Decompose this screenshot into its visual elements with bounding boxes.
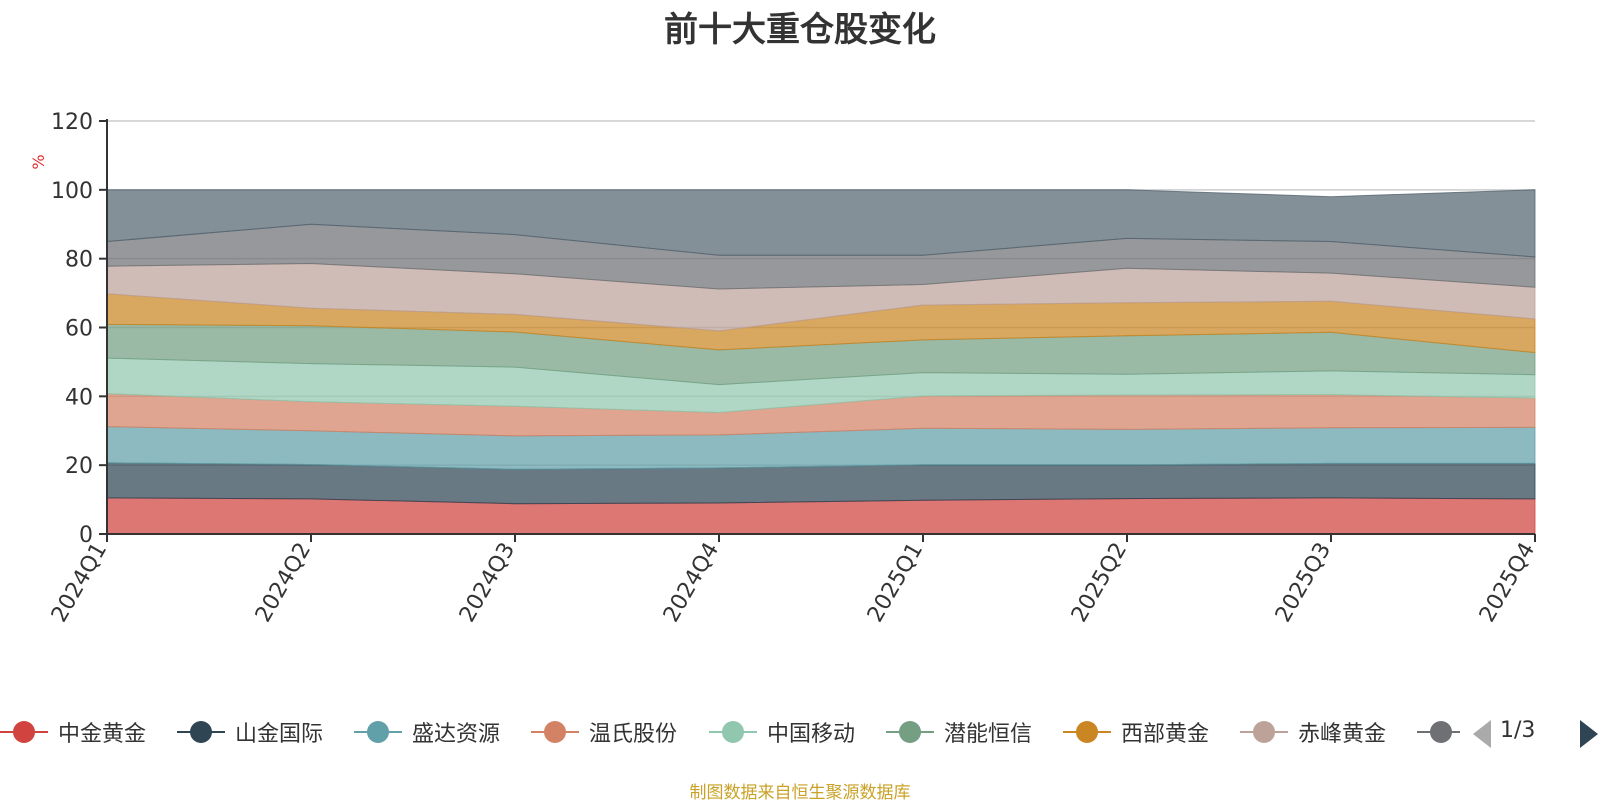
legend-label: 中国移动 [767, 722, 856, 747]
legend-pager: 1/3 [1468, 712, 1598, 752]
y-tick-label: 100 [51, 179, 93, 204]
legend-marker-icon [709, 720, 757, 744]
area-series-2[interactable] [106, 462, 1536, 505]
legend-label: 赤峰黄金 [1298, 722, 1387, 747]
legend-label: 西部黄金 [1121, 722, 1210, 747]
x-tick-label: 2025Q3 [1271, 539, 1336, 627]
legend-label: 盛达资源 [412, 722, 501, 747]
legend-item[interactable]: 中国移动 [709, 712, 855, 752]
x-tick-label: 2024Q2 [251, 539, 316, 627]
y-tick-label: 40 [65, 385, 93, 410]
x-tick-label: 2024Q3 [455, 539, 520, 627]
legend-item[interactable]: 山金国际 [177, 712, 323, 752]
area-series-3[interactable] [106, 426, 1536, 470]
x-tick-label: 2024Q1 [47, 539, 112, 627]
y-tick-label: 80 [65, 248, 93, 273]
legend-item[interactable]: 温氏股份 [531, 712, 677, 752]
x-tick-label: 2025Q4 [1475, 539, 1540, 627]
legend-item[interactable]: 盛达资源 [354, 712, 500, 752]
legend-item[interactable]: 赤峰黄金 [1240, 712, 1386, 752]
legend-marker-icon [354, 720, 402, 744]
legend-marker-icon [1063, 720, 1111, 744]
legend-marker-icon [0, 720, 48, 744]
legend-label: 山金国际 [235, 722, 324, 747]
legend-item[interactable]: 潜能恒信 [886, 712, 1032, 752]
y-tick-label: 0 [79, 523, 93, 548]
chart-title: 前十大重仓股变化 [664, 10, 936, 50]
legend-item[interactable]: 中金黄金 [0, 712, 146, 752]
footer-source-note: 制图数据来自恒生聚源数据库 [689, 783, 911, 803]
legend-marker-icon [886, 720, 934, 744]
area-series-10[interactable] [106, 189, 1536, 258]
legend-item[interactable]: 西部黄金 [1063, 712, 1209, 752]
x-tick-label: 2025Q2 [1067, 539, 1132, 627]
area-series-1[interactable] [106, 497, 1536, 535]
legend-marker-icon [1240, 720, 1288, 744]
y-tick-label: 60 [65, 317, 93, 342]
x-tick-label: 2025Q1 [863, 539, 928, 627]
legend-prev-page-button[interactable] [1473, 720, 1491, 748]
legend-marker-icon [531, 720, 579, 744]
legend-next-page-button[interactable] [1580, 720, 1598, 748]
legend-label: 中金黄金 [58, 722, 147, 747]
legend-label: 潜能恒信 [944, 722, 1033, 747]
x-tick-label: 2024Q4 [659, 539, 724, 627]
legend-label: 温氏股份 [589, 722, 678, 747]
legend-page-indicator: 1/3 [1500, 718, 1536, 743]
y-axis-label: % [29, 154, 48, 169]
legend-item[interactable]: 紫 [1417, 712, 1460, 752]
legend-marker-icon [1417, 720, 1460, 744]
y-tick-label: 120 [51, 110, 93, 135]
y-tick-label: 20 [65, 454, 93, 479]
legend: 中金黄金 山金国际 盛达资源 温氏股份 中国移动 潜能恒信 西部黄金 赤峰黄金 紫 [0, 712, 1460, 752]
legend-marker-icon [177, 720, 225, 744]
